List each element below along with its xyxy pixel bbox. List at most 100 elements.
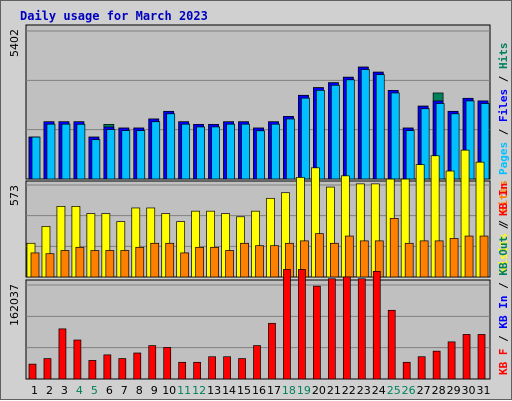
bar-pages-5 [91,139,101,180]
bar-sites-20 [315,233,324,278]
day-tick-7: 7 [121,384,128,397]
bar-sites-23 [359,240,369,278]
bar-kbin-2 [43,358,52,380]
bar-sites-1 [30,252,40,278]
bar-pages-18 [286,118,295,180]
day-tick-10: 10 [162,384,176,397]
day-tick-2: 2 [46,384,53,397]
legend-entry: Pages [497,142,510,175]
bar-pages-3 [61,123,71,180]
bar-sites-5 [90,250,100,278]
legend-entry: Visits [497,233,510,273]
day-tick-3: 3 [61,384,68,397]
bar-pages-12 [196,126,205,180]
bar-sites-8 [135,246,145,278]
bar-kbin-12 [193,361,201,380]
bar-kbin-13 [208,356,216,380]
bar-kbin-10 [163,347,172,380]
bar-sites-12 [195,246,204,278]
bar-kbin-31 [477,334,486,380]
bar-kbin-15 [238,358,246,380]
bar-sites-28 [434,240,444,278]
ymax-label: 162037 [8,284,21,326]
bar-sites-6 [105,250,115,278]
legend-entry: KB In [497,296,510,329]
legend-entry: / [497,122,510,142]
bar-kbin-24 [372,270,381,380]
bar-kbin-27 [417,356,426,380]
legend-entry: KB F [497,349,510,376]
day-tick-21: 21 [327,384,341,397]
bar-pages-15 [241,123,250,180]
legend-entry: / [497,329,510,349]
bar-sites-29 [449,238,459,278]
bar-pages-25 [390,92,400,180]
bar-kbin-8 [133,352,142,380]
day-tick-11: 11 [177,384,191,397]
bar-sites-7 [120,250,130,278]
bar-kbin-16 [253,345,261,380]
bar-kbin-14 [223,356,231,380]
panel-hits-files-pages: 5402 Pages / Files / Hits [8,24,510,180]
bar-kbin-21 [328,278,336,380]
bar-kbin-3 [58,328,67,380]
day-tick-5: 5 [91,384,98,397]
bar-sites-26 [404,242,414,278]
day-axis: 1 2 3 4 5 6 7 8 9 10 11 12 13 14 15 16 17 18 19 20 21 22 23 24 2… [31,384,491,397]
legend-entry: Files [497,89,510,122]
bar-kbin-29 [447,341,456,380]
panel-kbytes: 162037 KB F / KB In / KB Out / KB In [8,183,510,380]
bar-sites-15 [240,242,249,278]
bar-sites-31 [479,235,489,278]
bar-sites-9 [150,242,160,278]
bar-pages-31 [480,103,490,180]
day-tick-1: 1 [31,384,38,397]
bar-kbin-22 [342,276,351,380]
day-tick-27: 27 [417,384,431,397]
panel-legend: KB F / KB In / KB Out / KB In [497,183,510,375]
bar-pages-7 [121,130,131,180]
ymax-label: 573 [8,185,21,206]
day-tick-18: 18 [282,384,296,397]
bar-pages-1 [31,136,41,180]
bar-kbin-18 [283,269,291,380]
day-tick-25: 25 [387,384,401,397]
bar-pages-6 [106,129,116,180]
bar-kbin-17 [268,322,276,380]
bar-pages-24 [375,74,385,180]
bar-kbin-20 [313,285,321,380]
bar-kbin-4 [73,339,82,380]
panel-visits-sites: 573 Visits / Sites [8,149,510,278]
bar-kbin-1 [28,363,37,380]
day-tick-14: 14 [222,384,236,397]
bar-pages-27 [420,108,430,180]
day-tick-29: 29 [447,384,461,397]
bar-sites-21 [330,242,339,278]
bar-pages-10 [166,113,176,180]
bar-sites-30 [464,235,474,278]
bar-sites-4 [75,246,85,278]
day-tick-16: 16 [252,384,266,397]
legend-entry: Hits [497,43,510,70]
bar-sites-17 [270,245,279,278]
chart-title: Daily usage for March 2023 [20,9,208,23]
bar-kbin-9 [148,345,157,380]
bar-pages-13 [211,126,220,180]
bar-sites-2 [45,253,55,278]
legend-entry: / [497,69,510,89]
day-tick-19: 19 [297,384,311,397]
bar-sites-27 [419,240,429,278]
day-tick-15: 15 [237,384,251,397]
day-tick-4: 4 [76,384,83,397]
bar-pages-21 [331,84,340,180]
bar-pages-16 [256,130,265,180]
day-tick-23: 23 [357,384,371,397]
bar-kbin-6 [103,354,112,380]
panel-legend: Visits / Sites [497,180,510,273]
bar-sites-16 [255,245,264,278]
bar-kbin-26 [402,361,411,380]
day-tick-28: 28 [432,384,446,397]
day-tick-17: 17 [267,384,281,397]
bar-pages-14 [226,123,235,180]
